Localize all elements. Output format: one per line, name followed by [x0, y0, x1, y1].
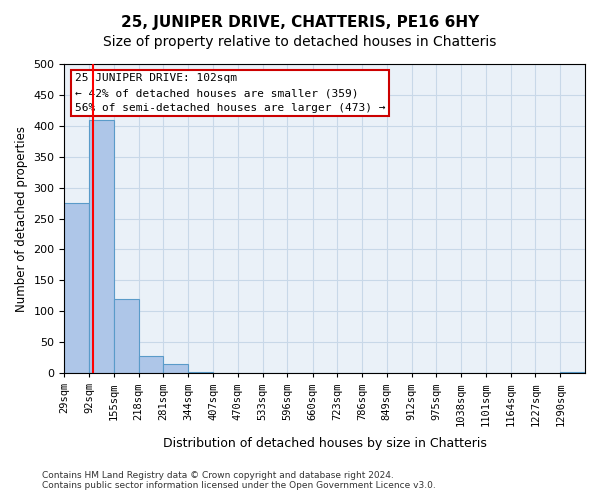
- Bar: [188, 372, 213, 373]
- Text: 25 JUNIPER DRIVE: 102sqm
← 42% of detached houses are smaller (359)
56% of semi-: 25 JUNIPER DRIVE: 102sqm ← 42% of detach…: [75, 74, 385, 113]
- Bar: [114, 299, 139, 373]
- Bar: [64, 203, 89, 373]
- Text: Contains HM Land Registry data © Crown copyright and database right 2024.
Contai: Contains HM Land Registry data © Crown c…: [42, 470, 436, 490]
- Text: 25, JUNIPER DRIVE, CHATTERIS, PE16 6HY: 25, JUNIPER DRIVE, CHATTERIS, PE16 6HY: [121, 15, 479, 30]
- Bar: [139, 356, 163, 373]
- Bar: [89, 120, 114, 373]
- Bar: [163, 364, 188, 373]
- Bar: [560, 372, 585, 373]
- Y-axis label: Number of detached properties: Number of detached properties: [15, 126, 28, 312]
- Text: Size of property relative to detached houses in Chatteris: Size of property relative to detached ho…: [103, 35, 497, 49]
- X-axis label: Distribution of detached houses by size in Chatteris: Distribution of detached houses by size …: [163, 437, 487, 450]
